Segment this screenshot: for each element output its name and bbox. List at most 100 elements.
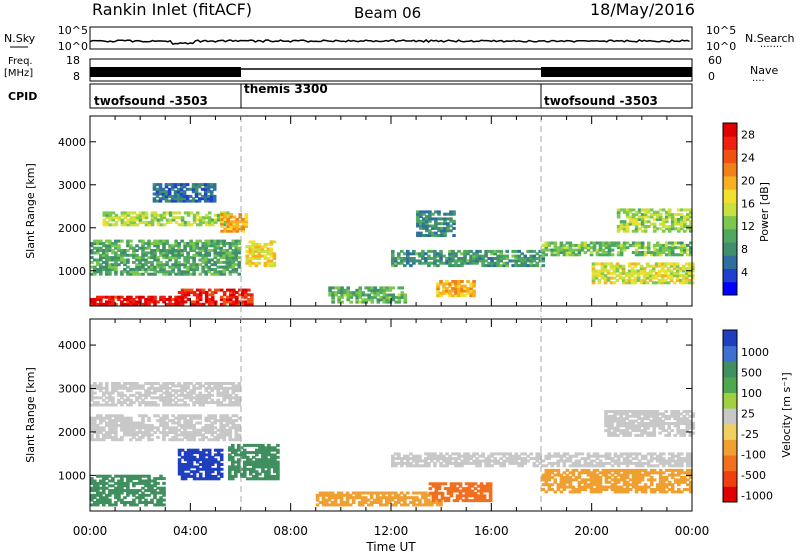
heatmap-cell [538,461,543,465]
heatmap-cell [209,197,214,201]
heatmap-cell [619,476,624,479]
heatmap-cell [191,197,196,201]
heatmap-cell [455,482,460,486]
heatmap-cell [649,480,654,484]
heatmap-cell [433,454,437,458]
heatmap-cell [164,192,169,196]
heatmap-cell [448,291,452,295]
heatmap-cell [571,464,576,468]
heatmap-cell [631,251,636,254]
heatmap-cell [207,472,212,476]
heatmap-cell [451,254,455,258]
heatmap-cell [165,382,169,385]
heatmap-cell [627,276,632,280]
heatmap-cell [237,426,242,430]
heatmap-cell [421,249,425,253]
heatmap-cell [642,276,647,280]
heatmap-cell [571,488,576,491]
heatmap-cell [630,281,635,285]
heatmap-cell [246,460,250,464]
heatmap-cell [688,433,693,437]
heatmap-cell [606,271,611,275]
heatmap-cell [132,498,136,502]
heatmap-cell [99,268,103,271]
heatmap-cell [120,295,124,299]
heatmap-cell [618,274,623,278]
heatmap-cell [147,242,151,245]
heatmap-cell [394,257,398,260]
heatmap-cell [621,267,626,271]
heatmap-cell [646,410,650,413]
heatmap-cell [105,302,109,306]
heatmap-cell [174,438,178,442]
heatmap-cell [430,503,434,507]
heatmap-cell [394,259,398,263]
heatmap-cell [520,259,524,263]
heatmap-cell [238,293,242,297]
heatmap-cell [231,244,236,248]
heatmap-cell [144,423,148,427]
heatmap-cell [360,496,365,500]
heatmap-cell [553,253,558,257]
heatmap-cell [141,302,145,306]
heatmap-cell [523,459,527,463]
heatmap-cell [373,286,377,290]
heatmap-cell [604,246,609,250]
heatmap-cell [416,231,420,235]
heatmap-cell [225,251,230,255]
heatmap-cell [171,398,175,402]
heatmap-cell [241,220,246,224]
heatmap-cell [547,485,552,489]
heatmap-cell [640,473,645,477]
heatmap-cell [415,259,419,263]
heatmap-cell [646,225,651,228]
heatmap-cell [159,223,164,227]
heatmap-cell [177,414,181,418]
heatmap-cell [454,259,458,263]
heatmap-cell [243,460,247,464]
heatmap-cell [210,423,214,427]
heatmap-cell [315,493,320,497]
heatmap-cell [266,249,271,253]
heatmap-cell [452,210,456,214]
heatmap-cell [454,284,458,288]
heatmap-cell [216,428,220,432]
heatmap-cell [244,217,249,221]
heatmap-cell [105,239,109,243]
heatmap-cell [343,288,347,292]
heatmap-cell [652,229,657,233]
heatmap-cell [339,491,344,495]
heatmap-cell [231,421,236,425]
heatmap-cell [260,249,265,253]
heatmap-cell [174,300,178,304]
heatmap-cell [198,298,203,301]
heatmap-cell [180,249,184,252]
heatmap-cell [135,481,139,485]
heatmap-cell [619,478,624,482]
heatmap-cell [367,293,371,297]
heatmap-cell [156,300,160,304]
heatmap-cell [461,487,466,491]
heatmap-cell [645,264,650,268]
heatmap-cell [677,471,681,475]
heatmap-cell [349,295,353,299]
heatmap-cell [270,448,274,452]
heatmap-cell [186,291,191,294]
heatmap-cell [162,298,166,301]
heatmap-cell [385,503,389,507]
heatmap-cell [472,252,476,256]
heatmap-cell [198,263,202,267]
heatmap-cell [126,433,130,437]
heatmap-cell [686,225,690,228]
heatmap-cell [330,503,335,507]
heatmap-cell [183,265,187,269]
heatmap-cell [682,281,686,285]
heatmap-cell [658,426,662,430]
heatmap-cell [364,298,368,302]
heatmap-cell [688,271,692,275]
heatmap-cell [207,293,212,297]
heatmap-cell [207,253,211,257]
heatmap-cell [93,419,97,423]
heatmap-cell [234,467,238,471]
heatmap-cell [487,261,491,265]
